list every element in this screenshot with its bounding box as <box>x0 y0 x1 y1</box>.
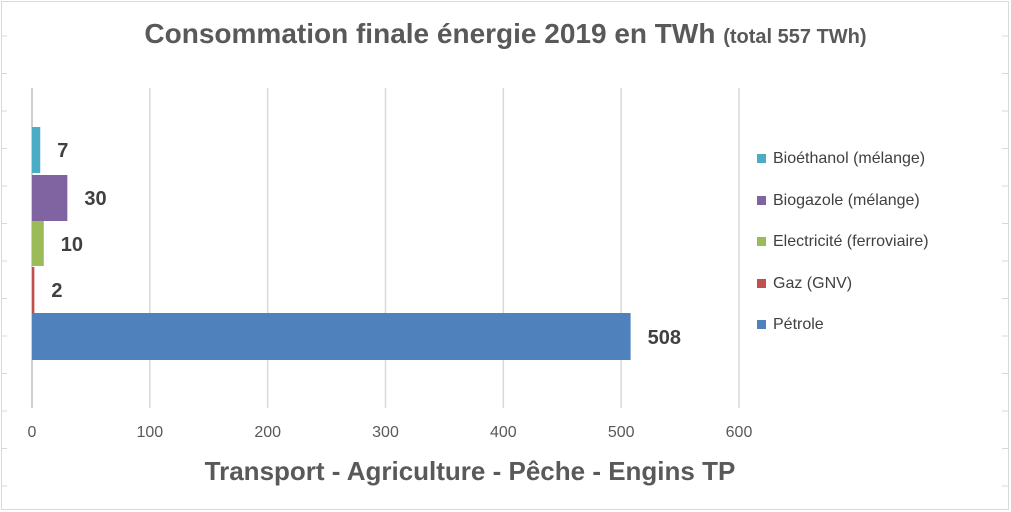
legend-label: Gaz (GNV) <box>773 274 853 292</box>
bar-1 <box>32 175 68 221</box>
x-axis-title: Transport - Agriculture - Pêche - Engins… <box>204 456 736 486</box>
chart-title: Consommation finale énergie 2019 en TWh … <box>0 18 1011 50</box>
bar-3 <box>32 267 35 313</box>
x-tick-label: 400 <box>490 424 517 441</box>
legend-swatch <box>757 154 766 163</box>
bar-2 <box>32 221 44 266</box>
data-label: 508 <box>648 327 681 349</box>
data-label: 30 <box>84 188 106 210</box>
bar-4 <box>32 313 631 360</box>
bar-0 <box>32 127 41 173</box>
x-tick-label: 300 <box>372 424 399 441</box>
chart-title-text: Consommation finale énergie 2019 en TWh <box>144 18 716 49</box>
legend-label: Pétrole <box>773 316 824 333</box>
legend-label: Electricité (ferroviaire) <box>773 233 929 250</box>
legend-label: Bioéthanol (mélange) <box>773 150 926 167</box>
x-tick-label: 100 <box>136 424 163 441</box>
data-label: 2 <box>51 280 62 302</box>
legend-label: Biogazole (mélange) <box>773 191 920 209</box>
legend-swatch <box>757 320 766 329</box>
legend-swatch <box>757 195 766 205</box>
legend-swatch <box>757 237 766 246</box>
chart-subtitle: (total 557 TWh) <box>723 26 867 48</box>
x-tick-label: 500 <box>608 424 635 441</box>
data-label: 10 <box>61 234 83 256</box>
x-tick-label: 200 <box>254 424 281 441</box>
legend-swatch <box>757 278 766 288</box>
data-label: 7 <box>57 140 68 162</box>
x-tick-label: 0 <box>28 424 37 441</box>
x-tick-label: 600 <box>726 424 753 441</box>
